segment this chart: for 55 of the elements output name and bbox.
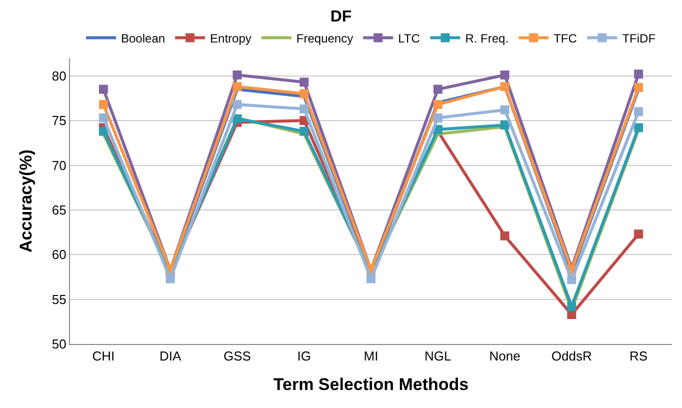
point [433,100,442,109]
x-tick-label: OddsR [551,348,592,364]
point [98,100,108,109]
point [300,104,309,114]
point [433,113,442,122]
point [300,89,309,98]
x-axis-title: Term Selection Methods [273,375,469,394]
point [634,230,644,239]
point [300,78,309,87]
x-tick-label: RS [630,348,648,364]
point [433,84,442,94]
legend-label: Frequency [296,31,354,46]
point [166,274,175,284]
point [300,126,309,136]
point [500,70,510,80]
point [232,70,242,80]
point [500,231,510,240]
point [500,120,510,130]
point [567,302,576,311]
point [634,123,644,132]
y-tick-label: 60 [52,247,66,262]
point [232,114,242,124]
x-tick-label: IG [297,348,311,364]
point [232,100,242,109]
point [634,107,644,116]
point [98,84,108,94]
x-tick-label: None [489,348,520,364]
legend-label: R. Freq. [465,31,509,46]
x-tick-label: GSS [223,348,252,364]
legend-label: Boolean [121,31,166,46]
point [634,70,644,79]
x-tick-label: NGL [424,348,452,364]
point [567,275,576,284]
y-tick-label: 75 [52,113,66,128]
point [98,126,108,136]
legend-label: TFiDF [622,31,656,46]
y-axis-title: Accuracy(%) [16,150,36,252]
y-tick-label: 70 [52,158,66,173]
point [98,113,108,122]
legend-label: Entropy [210,31,252,46]
point [366,274,376,284]
y-tick-label: 50 [52,336,66,352]
point [500,105,510,114]
y-tick-label: 80 [52,68,66,84]
point [232,82,242,92]
point [634,82,644,92]
chart-title: DF [330,8,352,26]
legend-label: TFC [554,31,578,46]
x-tick-label: CHI [92,348,115,364]
x-tick-label: DIA [159,348,182,364]
y-tick-label: 65 [52,202,66,218]
point [500,82,510,92]
legend-label: LTC [398,31,420,46]
y-tick-label: 55 [52,292,66,307]
x-tick-label: MI [364,348,378,364]
